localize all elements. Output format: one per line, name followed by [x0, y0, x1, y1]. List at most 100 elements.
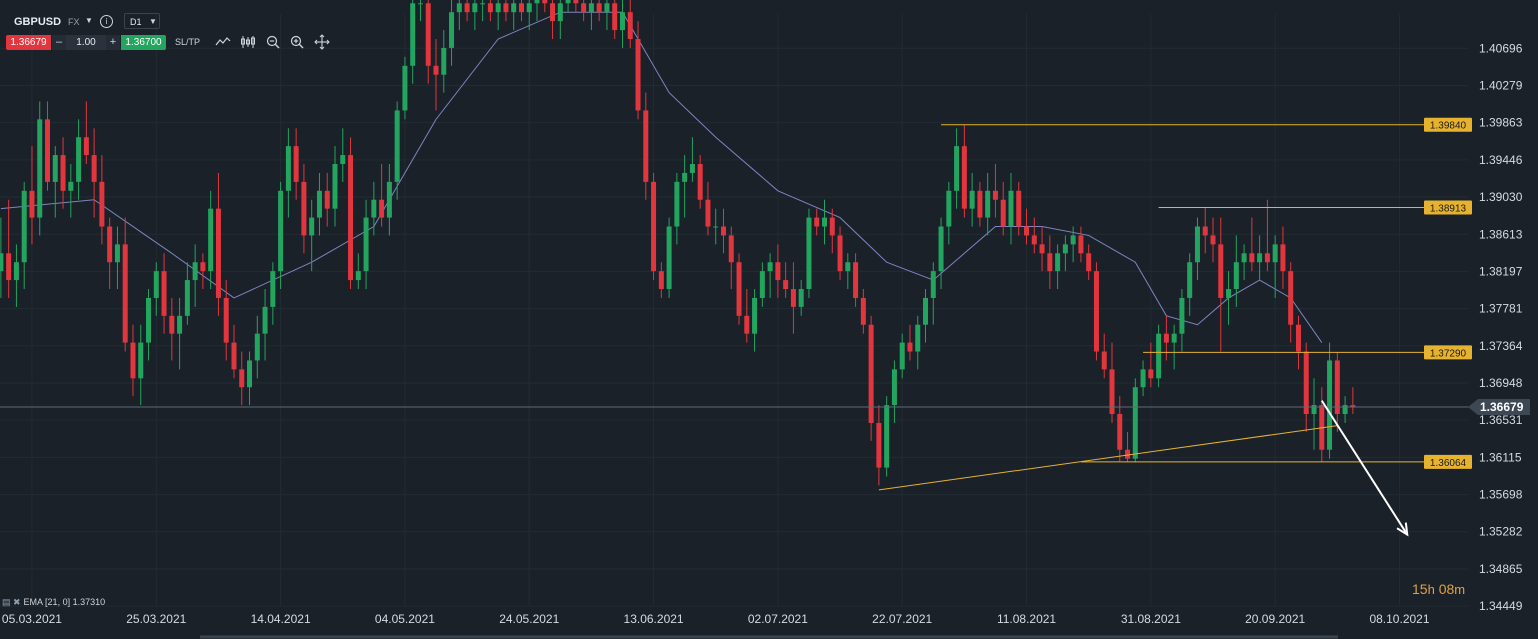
candle: [837, 226, 843, 281]
x-tick-label: 02.07.2021: [748, 612, 808, 626]
candle-body: [822, 217, 828, 227]
candle: [946, 181, 952, 245]
candle-body: [363, 217, 369, 272]
candle: [138, 324, 144, 406]
candle-body: [1156, 333, 1162, 379]
candle-body: [153, 271, 159, 298]
buy-price-button[interactable]: 1.36700: [121, 35, 166, 50]
info-icon[interactable]: i: [100, 15, 113, 28]
y-tick-label: 1.37364: [1479, 339, 1523, 353]
candle-body: [487, 3, 493, 13]
y-tick-label: 1.36948: [1479, 376, 1523, 390]
candle: [619, 0, 625, 48]
candle-body: [829, 217, 835, 236]
candle: [1264, 199, 1270, 272]
quantity-increase-button[interactable]: +: [106, 35, 120, 50]
candle-body: [1055, 253, 1061, 272]
candle-body: [635, 39, 641, 111]
sltp-button[interactable]: SL/TP: [175, 37, 201, 47]
indicators-icon[interactable]: [240, 34, 256, 50]
candle: [1163, 315, 1169, 361]
candle-body: [1000, 199, 1006, 227]
candle-body: [324, 190, 330, 209]
timeframe-caret-down-icon[interactable]: ▼: [149, 17, 157, 26]
candle-body: [417, 3, 423, 5]
candle-body: [1078, 235, 1084, 254]
symbol-caret-down-icon[interactable]: ▼: [85, 16, 93, 25]
candle: [1148, 342, 1154, 388]
candle: [503, 0, 509, 22]
candle-body: [853, 262, 859, 298]
candle-body: [837, 235, 843, 272]
candle: [449, 0, 455, 66]
indicator-legend[interactable]: ▤ ✖ EMA [21, 0] 1.37310: [2, 597, 105, 608]
candle-body: [379, 199, 385, 218]
y-tick-label: 1.39863: [1479, 116, 1523, 130]
candle-body: [301, 181, 307, 236]
timeframe-select[interactable]: D1: [124, 13, 160, 29]
candle-body: [1280, 244, 1286, 272]
quantity-decrease-button[interactable]: –: [52, 35, 66, 50]
candle-body: [247, 360, 253, 388]
candle: [410, 0, 416, 84]
candle-body: [107, 226, 113, 263]
candle-body: [1132, 387, 1138, 459]
candle: [114, 226, 120, 290]
candle: [705, 181, 711, 236]
candle-body: [783, 280, 789, 290]
current-price-label: 1.36679: [1480, 400, 1524, 414]
candle: [954, 128, 960, 209]
candle-body: [643, 110, 649, 182]
candle: [21, 181, 27, 290]
candle-body: [52, 155, 58, 182]
candle: [1187, 253, 1193, 316]
candle: [433, 39, 439, 111]
candle-body: [262, 306, 268, 334]
candle-body: [472, 3, 478, 13]
candle: [68, 164, 74, 218]
x-tick-label: 25.03.2021: [126, 612, 186, 626]
candle: [301, 164, 307, 254]
candle-body: [1125, 449, 1131, 459]
candle-body: [581, 3, 587, 13]
candle: [518, 0, 524, 22]
y-tick-label: 1.38613: [1479, 227, 1523, 241]
candle: [635, 21, 641, 120]
candle: [573, 0, 579, 13]
candle-body: [526, 3, 532, 13]
zoom-in-icon[interactable]: [289, 34, 305, 50]
candle: [6, 199, 12, 298]
asset-class-label: FX: [68, 17, 80, 27]
candle: [1055, 244, 1061, 290]
chart-type-icon[interactable]: [215, 34, 231, 50]
candle-body: [651, 181, 657, 272]
candle-body: [1288, 271, 1294, 325]
candle: [285, 128, 291, 218]
ema-line: [0, 11, 1323, 343]
candle-body: [565, 0, 571, 4]
crosshair-icon[interactable]: [314, 34, 330, 50]
projection-arrow: [1320, 400, 1409, 537]
trendlines: [878, 425, 1338, 491]
candle-body: [495, 3, 501, 13]
symbol-label[interactable]: GBPUSD: [14, 16, 62, 28]
x-tick-label: 11.08.2021: [997, 612, 1056, 626]
candle: [177, 297, 183, 370]
candle-body: [588, 3, 594, 13]
candle: [1031, 217, 1037, 254]
candle-body: [1109, 369, 1115, 415]
zoom-out-icon[interactable]: [265, 34, 281, 50]
candle-body: [29, 190, 35, 218]
candle-body: [868, 324, 874, 423]
candle: [806, 208, 812, 298]
horizontal-levels: 1.39840 1.38913 1.37290 1.36064: [941, 117, 1472, 469]
quantity-input[interactable]: 1.00: [66, 35, 106, 50]
sell-price-button[interactable]: 1.36679: [6, 35, 51, 50]
indicator-settings-icon[interactable]: ▤ ✖: [2, 597, 21, 607]
candle-body: [340, 155, 346, 165]
candle-body: [1303, 351, 1309, 415]
candle: [697, 155, 703, 209]
candle: [682, 155, 688, 218]
candle-body: [394, 110, 400, 182]
